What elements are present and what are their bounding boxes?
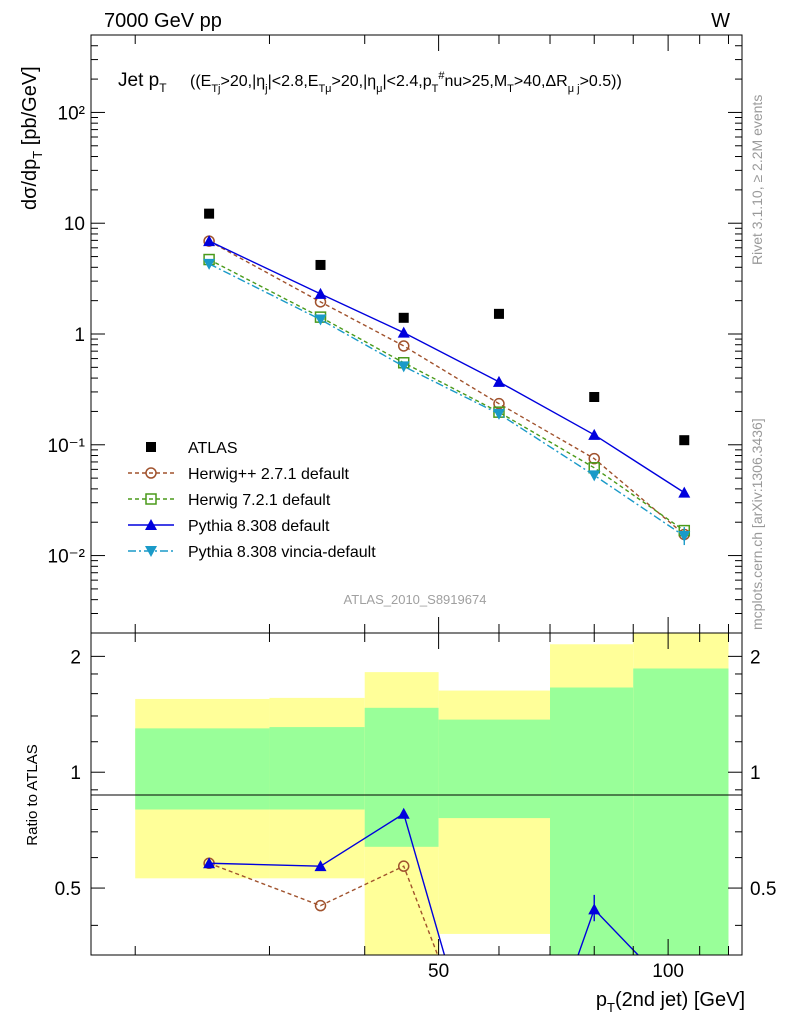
top-title: Jet pT ((ETj>20,|ηj|<2.8,ETμ>20,|ημ|<2.4… <box>118 70 622 95</box>
bottom-bands <box>135 633 729 955</box>
legend: ATLAS Herwig++ 2.7.1 default Herwig 7.2.1 … <box>128 440 376 561</box>
svg-text:((ETj>20,|ηj|<2.8,ETμ>20,|ημ|<: ((ETj>20,|ηj|<2.8,ETμ>20,|ημ|<2.4,pT#nu>… <box>190 70 622 95</box>
data-point-3 <box>397 326 410 338</box>
data-point-4 <box>492 408 505 420</box>
data-point-1 <box>588 452 600 465</box>
band-inner <box>438 719 551 819</box>
bottom-series <box>203 807 640 955</box>
ratio-line-1 <box>209 812 446 955</box>
data-point-1 <box>397 340 410 352</box>
x-tick-label: 50 <box>428 961 449 982</box>
band-inner <box>633 668 729 955</box>
svg-text:Jet pT: Jet pT <box>118 70 167 95</box>
data-point-4 <box>314 314 327 326</box>
bot-y-tick-label: 0.5 <box>55 879 81 900</box>
band-inner <box>550 687 634 955</box>
header-left: 7000 GeV pp <box>104 10 222 32</box>
data-point-4 <box>588 470 601 482</box>
x-axis-label: pT(2nd jet) [GeV] <box>596 989 745 1015</box>
bottom-panel: 0.5 0.5 1 1 2 2 50 100 Ratio to ATLAS pT(2nd je… <box>24 632 776 1015</box>
mcplots-label: mcplots.cern.ch [arXiv:1306.3436] <box>749 418 765 630</box>
ratio-point-0 <box>397 860 410 872</box>
series-line-4 <box>208 263 685 537</box>
legend-marker <box>145 546 157 557</box>
data-point-3 <box>314 287 327 299</box>
data-point-3 <box>678 486 691 498</box>
series-line-3 <box>208 240 685 494</box>
legend-marker <box>145 519 157 530</box>
data-point-0 <box>204 208 215 219</box>
top-series <box>203 208 691 546</box>
legend-marker <box>146 442 156 452</box>
ratio-point-1 <box>314 860 327 872</box>
band-inner <box>135 728 270 810</box>
top-y-tick-label: 10⁻¹ <box>48 436 86 457</box>
legend-label: Herwig 7.2.1 default <box>188 492 331 509</box>
data-point-0 <box>398 312 409 323</box>
legend-label: Pythia 8.308 default <box>188 518 330 535</box>
data-point-3 <box>492 375 505 387</box>
top-watermark: ATLAS_2010_S8919674 <box>344 592 487 607</box>
top-y-tick-label: 10 <box>64 214 85 235</box>
legend-marker <box>145 493 157 505</box>
series-line-1 <box>208 240 685 536</box>
bot-y-tick-label-right: 0.5 <box>750 879 776 900</box>
series-line-2 <box>208 258 685 532</box>
ratio-point-1 <box>203 857 216 869</box>
data-point-3 <box>588 428 601 440</box>
bottom-ticks: 0.5 0.5 1 1 2 2 50 100 <box>55 633 776 982</box>
legend-label: Pythia 8.308 vincia-default <box>188 544 376 561</box>
rivet-label: Rivet 3.1.10, ≥ 2.2M events <box>749 95 765 265</box>
top-panel: 10⁻² 10⁻¹ 1 10 10² ATLAS_2010_S8919674 <box>48 34 743 634</box>
top-y-ticks: 10⁻² 10⁻¹ 1 10 10² <box>48 34 742 634</box>
data-point-0 <box>493 308 504 319</box>
top-y-tick-label: 1 <box>74 325 85 346</box>
legend-label: Herwig++ 2.7.1 default <box>188 466 350 483</box>
top-y-axis-label: dσ/dpT [pb/GeV] <box>19 66 45 210</box>
ratio-line-0 <box>208 862 439 955</box>
header-right: W <box>711 10 730 32</box>
band-inner <box>364 707 439 847</box>
data-point-0 <box>679 435 690 446</box>
bot-y-tick-label: 2 <box>70 647 81 668</box>
data-point-0 <box>315 259 326 270</box>
legend-label: ATLAS <box>188 440 238 457</box>
ratio-point-0 <box>314 899 327 912</box>
svg-text:dσ/dpT [pb/GeV]: dσ/dpT [pb/GeV] <box>19 66 45 210</box>
top-y-tick-label: 10² <box>58 103 85 124</box>
x-tick-label: 100 <box>652 961 684 982</box>
legend-marker <box>145 467 157 479</box>
top-y-tick-label: 10⁻² <box>48 547 86 568</box>
ratio-point-1 <box>397 807 410 819</box>
data-point-3 <box>203 235 216 247</box>
bottom-y-axis-label: Ratio to ATLAS <box>24 744 41 845</box>
data-point-4 <box>203 258 216 270</box>
bot-y-tick-label: 1 <box>70 763 81 784</box>
data-point-4 <box>397 361 410 373</box>
data-point-0 <box>589 391 600 402</box>
bottom-plot-frame <box>90 632 743 956</box>
band-inner <box>269 727 365 810</box>
bot-y-tick-label-right: 2 <box>750 647 761 668</box>
bot-y-tick-label-right: 1 <box>750 763 761 784</box>
data-point-1 <box>493 397 505 410</box>
